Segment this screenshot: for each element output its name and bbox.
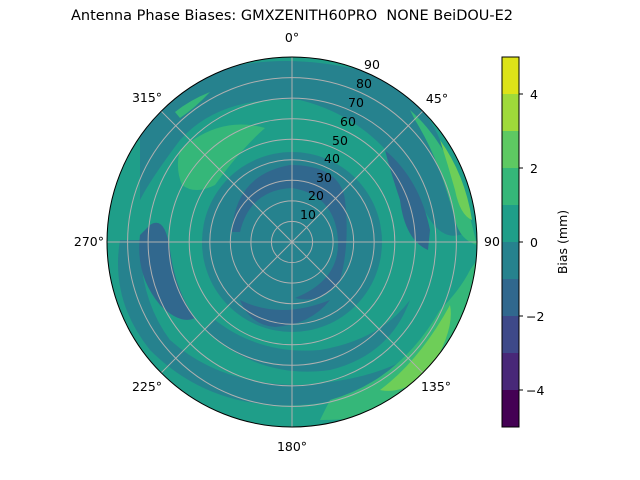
- angle-label-180: 180°: [277, 439, 307, 454]
- colorbar-label: Bias (mm): [555, 210, 570, 274]
- radial-label-90: 90: [364, 57, 380, 72]
- colorbar-tick-4: 4: [530, 87, 538, 102]
- colorbar-tick-m4: −4: [526, 383, 544, 398]
- radial-label-50: 50: [332, 133, 348, 148]
- angle-label-225: 225°: [132, 379, 162, 394]
- angle-label-135: 135°: [421, 379, 451, 394]
- polar-grid: [107, 57, 477, 427]
- radial-label-80: 80: [356, 76, 372, 91]
- radial-label-30: 30: [316, 170, 332, 185]
- angle-label-90: 90: [484, 234, 500, 249]
- angle-label-45: 45°: [426, 91, 448, 106]
- angle-label-0: 0°: [285, 30, 299, 45]
- angle-label-270: 270°: [74, 234, 104, 249]
- colorbar: 4 2 0 −2 −4 Bias (mm): [501, 56, 570, 428]
- colorbar-tick-2: 2: [530, 161, 538, 176]
- polar-spine: [106, 56, 478, 428]
- chart-title: Antenna Phase Biases: GMXZENITH60PRO NON…: [70, 8, 514, 24]
- radial-label-10: 10: [300, 207, 316, 222]
- radial-label-20: 20: [308, 188, 324, 203]
- colorbar-tick-m2: −2: [526, 309, 544, 324]
- angle-label-315: 315°: [132, 90, 162, 105]
- radial-label-70: 70: [348, 95, 364, 110]
- colorbar-tick-0: 0: [530, 235, 538, 250]
- radial-label-40: 40: [324, 151, 340, 166]
- radial-label-60: 60: [340, 114, 356, 129]
